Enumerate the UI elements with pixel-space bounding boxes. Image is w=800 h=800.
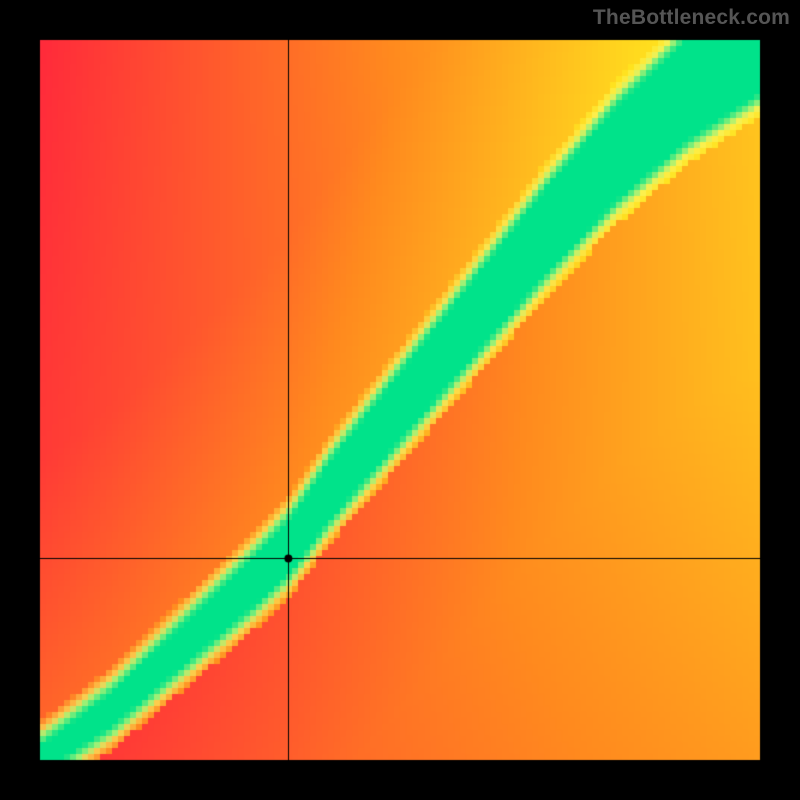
bottleneck-heatmap-canvas bbox=[0, 0, 800, 800]
chart-container: TheBottleneck.com bbox=[0, 0, 800, 800]
attribution-watermark: TheBottleneck.com bbox=[593, 6, 790, 30]
